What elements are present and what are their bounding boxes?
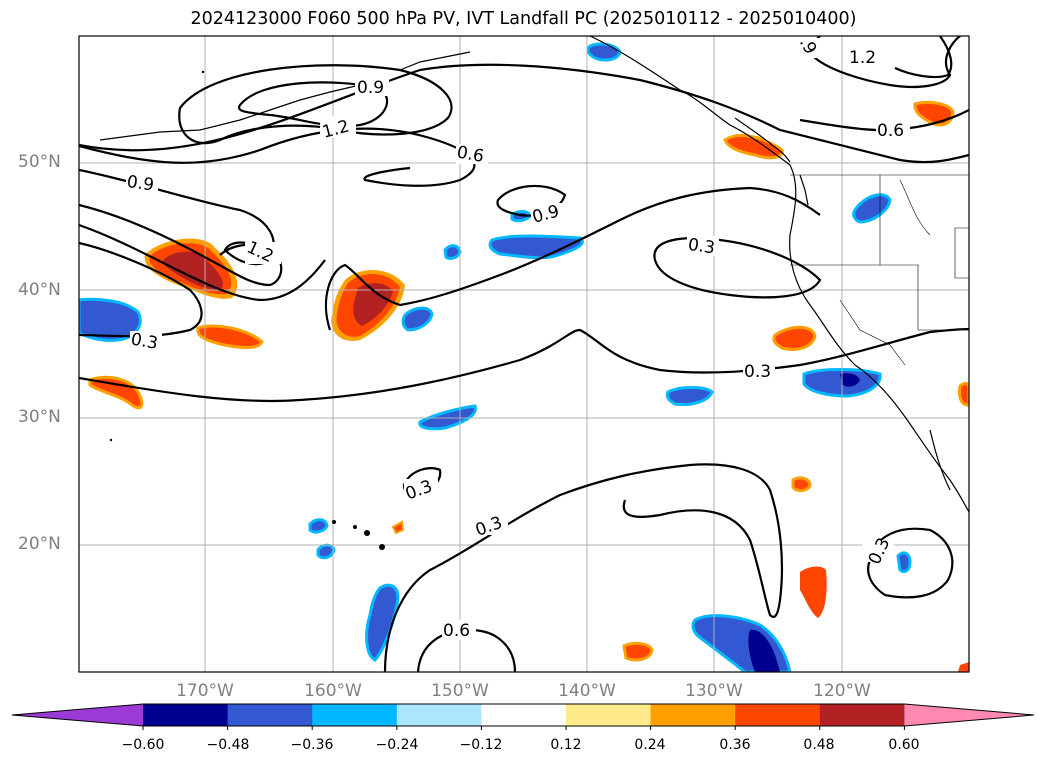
- lat-label: 30°N: [18, 407, 61, 427]
- contour-label: 0.3: [687, 235, 717, 259]
- islands: [109, 70, 385, 550]
- colorbar-tick-label: −0.12: [459, 737, 503, 753]
- colorbar-tick-label: 0.36: [719, 737, 751, 753]
- state-borders: [790, 174, 969, 366]
- colorbar-tick-label: 0.48: [803, 737, 835, 753]
- contour-0.3: [79, 327, 969, 403]
- map-plot-area: 0.9 1.2 0.6 0.9 0.9 1.2 0.3 0.3 0.3 0.3 …: [79, 36, 969, 672]
- lon-label: 150°W: [431, 681, 489, 701]
- contour-1.2: [237, 81, 389, 128]
- colorbar-segment: [143, 704, 229, 726]
- contour-0.9: [79, 223, 326, 302]
- contour-label: 0.6: [443, 621, 470, 641]
- colorbar-segment: [735, 704, 821, 726]
- coastlines: [99, 36, 969, 513]
- contour-label: 0.9: [126, 172, 156, 196]
- contour-0.9: [325, 186, 821, 331]
- map-title: 2024123000 F060 500 hPa PV, IVT Landfall…: [190, 9, 857, 29]
- contour-0.6: [79, 63, 969, 164]
- lon-label: 140°W: [558, 681, 616, 701]
- contour-label-group: 0.9 1.2 0.6 0.9 0.9 1.2 0.3 0.3 0.3 0.3 …: [126, 36, 910, 641]
- colorbar-extension-low: [12, 704, 143, 726]
- contour-label: 0.3: [129, 330, 159, 354]
- colorbar-segment: [227, 704, 313, 726]
- lat-label: 40°N: [18, 280, 61, 300]
- contour-label: 0.9: [357, 78, 384, 98]
- colorbar-segment: [566, 704, 652, 726]
- colorbar-segment: [819, 704, 905, 726]
- lat-label: 20°N: [18, 534, 61, 554]
- positive-anomaly-dark: [353, 283, 393, 326]
- lon-label: 120°W: [813, 681, 871, 701]
- contour-0.3: [383, 463, 784, 672]
- colorbar-segment: [312, 704, 398, 726]
- contour-0.3: [79, 241, 203, 338]
- colorbar-tick-label: −0.48: [206, 737, 250, 753]
- colorbar-tick-label: 0.12: [550, 737, 582, 753]
- lon-label: 130°W: [685, 681, 743, 701]
- colorbar-tick-label: −0.24: [375, 737, 419, 753]
- map-frame: [78, 35, 970, 673]
- colorbar-tick-label: 0.24: [634, 737, 666, 753]
- colorbar-tick-label: −0.36: [290, 737, 334, 753]
- lat-label: 50°N: [18, 152, 61, 172]
- contour-1.2: [894, 36, 953, 79]
- contour-0.6: [79, 127, 476, 187]
- colorbar-segment: [396, 704, 482, 726]
- contour-label: 0.6: [455, 143, 485, 167]
- colorbar: [11, 703, 1035, 730]
- colorbar-tick-label: −0.60: [121, 737, 165, 753]
- contour-label: 0.3: [744, 362, 771, 382]
- contour-label: 1.2: [849, 48, 876, 68]
- lon-label: 160°W: [304, 681, 362, 701]
- lon-label: 170°W: [176, 681, 234, 701]
- contour-label: 0.6: [877, 121, 904, 141]
- colorbar-segment: [481, 704, 567, 726]
- colorbar-tick-label: 0.60: [888, 737, 920, 753]
- colorbar-segment: [650, 704, 736, 726]
- colorbar-extension-high: [904, 704, 1034, 726]
- positive-anomaly-dark: [163, 251, 223, 290]
- contour-0.3: [867, 527, 954, 599]
